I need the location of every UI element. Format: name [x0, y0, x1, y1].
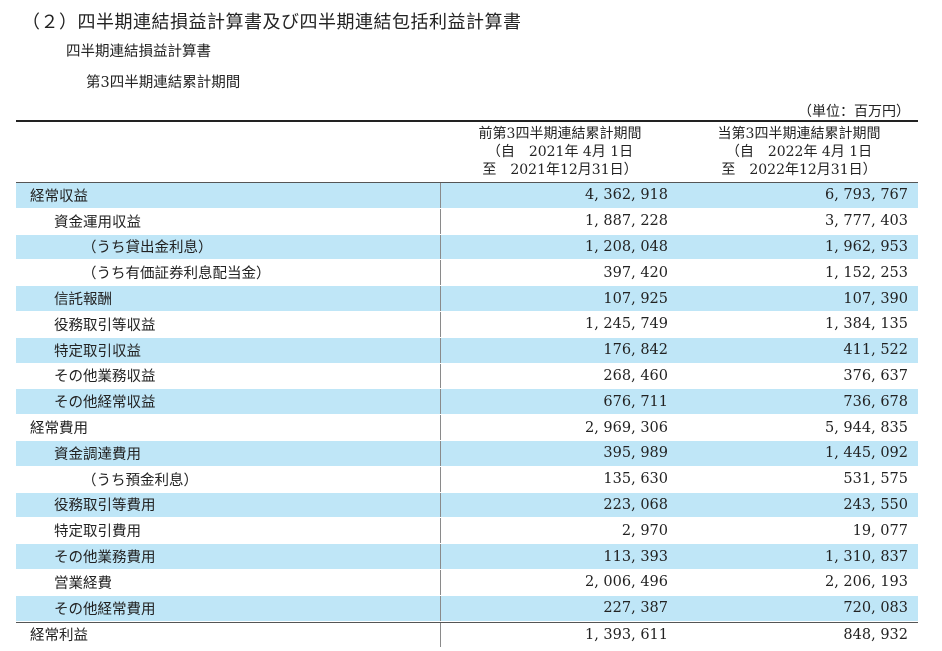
- prior-value: 676, 711: [440, 389, 680, 415]
- statement-title: 四半期連結損益計算書: [66, 44, 211, 60]
- table-row: その他業務収益 268, 460 376, 637: [16, 363, 918, 390]
- current-value: 1, 445, 092: [824, 445, 908, 462]
- row-label: 資金調達費用: [54, 446, 141, 463]
- row-label: その他経常費用: [54, 601, 156, 618]
- current-value: 411, 522: [843, 342, 908, 359]
- table-top-rule: [16, 120, 918, 122]
- row-label: 経常費用: [30, 421, 88, 438]
- current-value: 736, 678: [843, 393, 908, 410]
- table-row: 資金運用収益 1, 887, 228 3, 777, 403: [16, 208, 918, 235]
- table-row: その他業務費用 113, 393 1, 310, 837: [16, 544, 918, 570]
- current-value: 1, 152, 253: [824, 264, 908, 281]
- current-value: 19, 077: [852, 522, 908, 539]
- current-value: 5, 944, 835: [824, 419, 908, 436]
- row-label: （うち有価証券利息配当金）: [82, 266, 271, 283]
- header-current-line2: （自 2022年 4月 1日: [725, 144, 873, 160]
- table-row: 特定取引費用 2, 970 19, 077: [16, 518, 918, 545]
- row-label: 信託報酬: [54, 292, 112, 309]
- row-label: 役務取引等収益: [54, 317, 156, 334]
- row-label: 特定取引費用: [54, 524, 141, 541]
- table-header: 前第3四半期連結累計期間 （自 2021年 4月 1日 至 2021年12月31…: [16, 122, 918, 183]
- row-label: 経常収益: [30, 188, 88, 205]
- header-prior-period: 前第3四半期連結累計期間 （自 2021年 4月 1日 至 2021年12月31…: [440, 122, 680, 182]
- table-row: （うち貸出金利息） 1, 208, 048 1, 962, 953: [16, 234, 918, 261]
- table-row: 役務取引等収益 1, 245, 749 1, 384, 135: [16, 311, 918, 338]
- table-row: 経常収益 4, 362, 918 6, 793, 767: [16, 183, 918, 209]
- current-value: 1, 310, 837: [824, 548, 908, 565]
- row-label: 資金運用収益: [54, 214, 141, 231]
- table-row: 経常利益 1, 393, 611 848, 932: [16, 622, 918, 649]
- prior-value: 268, 460: [440, 363, 680, 389]
- table-row: 信託報酬 107, 925 107, 390: [16, 286, 918, 312]
- prior-value: 397, 420: [440, 260, 680, 286]
- prior-value: 227, 387: [440, 595, 680, 621]
- table-row: その他経常費用 227, 387 720, 083: [16, 595, 918, 622]
- header-prior-line1: 前第3四半期連結累計期間: [478, 126, 642, 142]
- current-value: 243, 550: [843, 496, 908, 513]
- current-value: 376, 637: [843, 367, 908, 384]
- row-label: 経常利益: [30, 628, 88, 645]
- prior-value: 2, 970: [440, 518, 680, 544]
- row-label: その他業務収益: [54, 369, 156, 386]
- table-row: （うち有価証券利息配当金） 397, 420 1, 152, 253: [16, 260, 918, 287]
- header-prior-line2: （自 2021年 4月 1日: [486, 144, 634, 160]
- current-value: 1, 962, 953: [824, 238, 908, 255]
- current-value: 107, 390: [843, 290, 908, 307]
- prior-value: 176, 842: [440, 337, 680, 363]
- current-value: 720, 083: [843, 600, 908, 617]
- period-title: 第3四半期連結累計期間: [86, 75, 241, 91]
- current-value: 6, 793, 767: [824, 187, 908, 204]
- header-prior-line3: 至 2021年12月31日）: [482, 162, 638, 178]
- table-row: 役務取引等費用 223, 068 243, 550: [16, 492, 918, 519]
- prior-value: 2, 969, 306: [440, 415, 680, 440]
- income-statement-table: 前第3四半期連結累計期間 （自 2021年 4月 1日 至 2021年12月31…: [16, 120, 918, 649]
- row-label: 特定取引収益: [54, 343, 141, 360]
- current-value: 531, 575: [843, 471, 908, 488]
- prior-value: 395, 989: [440, 440, 680, 466]
- prior-value: 113, 393: [440, 544, 680, 569]
- current-value: 1, 384, 135: [824, 316, 908, 333]
- prior-value: 107, 925: [440, 286, 680, 311]
- row-label: その他経常収益: [54, 395, 156, 412]
- table-row: （うち預金利息） 135, 630 531, 575: [16, 466, 918, 493]
- prior-value: 135, 630: [440, 466, 680, 492]
- unit-label: （単位：百万円）: [798, 104, 910, 120]
- prior-value: 1, 245, 749: [440, 311, 680, 337]
- row-label: その他業務費用: [54, 550, 156, 567]
- prior-value: 2, 006, 496: [440, 569, 680, 595]
- table-row: 経常費用 2, 969, 306 5, 944, 835: [16, 415, 918, 441]
- prior-value: 1, 208, 048: [440, 234, 680, 260]
- section-title: （２）四半期連結損益計算書及び四半期連結包括利益計算書: [22, 12, 522, 33]
- table-row: 営業経費 2, 006, 496 2, 206, 193: [16, 569, 918, 596]
- table-row: 資金調達費用 395, 989 1, 445, 092: [16, 440, 918, 467]
- row-label: （うち預金利息）: [82, 472, 198, 489]
- header-label-cell: [16, 122, 440, 182]
- prior-value: 1, 887, 228: [440, 208, 680, 234]
- prior-value: 1, 393, 611: [440, 622, 680, 648]
- row-label: 役務取引等費用: [54, 498, 156, 515]
- total-rule: [16, 621, 918, 623]
- row-label: （うち貸出金利息）: [82, 240, 213, 257]
- prior-value: 223, 068: [440, 492, 680, 518]
- table-row: 特定取引収益 176, 842 411, 522: [16, 337, 918, 364]
- current-value: 3, 777, 403: [824, 213, 908, 230]
- header-current-line3: 至 2022年12月31日）: [721, 162, 877, 178]
- header-current-period: 当第3四半期連結累計期間 （自 2022年 4月 1日 至 2022年12月31…: [680, 122, 918, 182]
- current-value: 2, 206, 193: [824, 574, 908, 591]
- row-label: 営業経費: [54, 575, 112, 592]
- header-current-line1: 当第3四半期連結累計期間: [717, 126, 881, 142]
- table-row: その他経常収益 676, 711 736, 678: [16, 389, 918, 416]
- current-value: 848, 932: [843, 626, 908, 643]
- prior-value: 4, 362, 918: [440, 183, 680, 208]
